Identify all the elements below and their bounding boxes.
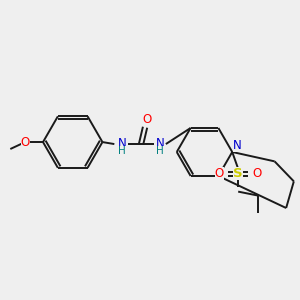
Text: S: S xyxy=(233,167,243,180)
Text: N: N xyxy=(155,136,164,150)
Text: O: O xyxy=(215,167,224,180)
Text: N: N xyxy=(118,136,127,150)
Text: O: O xyxy=(20,136,30,148)
Text: O: O xyxy=(252,167,262,180)
Text: H: H xyxy=(118,146,126,156)
Text: O: O xyxy=(142,113,152,126)
Text: H: H xyxy=(156,146,164,156)
Text: N: N xyxy=(233,139,242,152)
